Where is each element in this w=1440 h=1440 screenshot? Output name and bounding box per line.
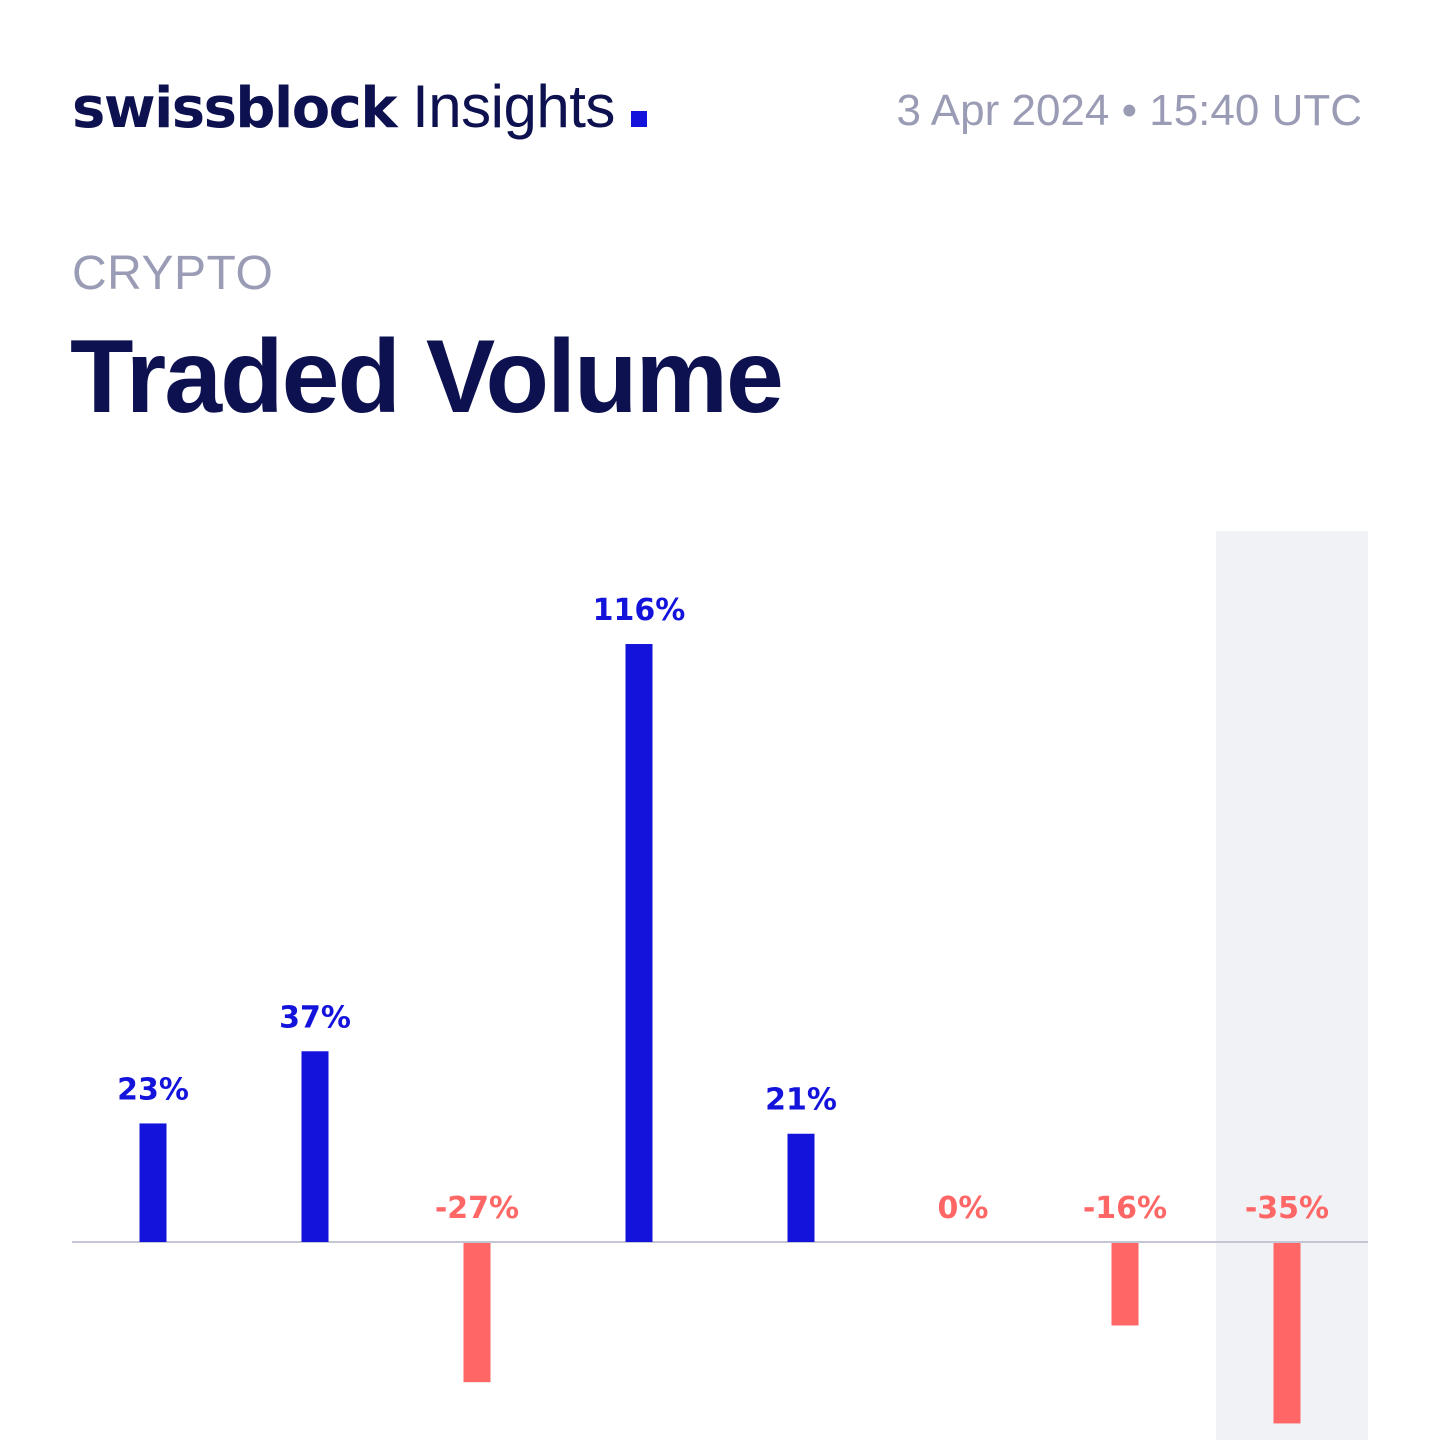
brand-name: swissblock xyxy=(72,76,398,141)
timestamp: 3 Apr 2024 • 15:40 UTC xyxy=(896,86,1362,135)
brand-logo: swissblock Insights xyxy=(72,72,647,142)
data-label-2: -27% xyxy=(435,1191,519,1226)
chart-title: Traded Volume xyxy=(70,319,784,435)
brand-sub: Insights xyxy=(412,73,615,140)
data-label-1: 37% xyxy=(279,1000,351,1035)
bar-2 xyxy=(463,1243,491,1383)
bar-6 xyxy=(1111,1243,1139,1326)
data-label-6: -16% xyxy=(1083,1191,1167,1226)
bar-0 xyxy=(139,1123,167,1242)
data-label-7: -35% xyxy=(1245,1191,1329,1226)
data-label-3: 116% xyxy=(593,593,686,628)
brand-dot-icon xyxy=(630,111,647,127)
bar-1 xyxy=(301,1051,329,1242)
bar-4 xyxy=(787,1133,815,1242)
data-label-0: 23% xyxy=(117,1072,189,1107)
bar-3 xyxy=(625,644,653,1242)
bar-7 xyxy=(1273,1243,1301,1424)
category-label: CRYPTO xyxy=(72,247,274,300)
data-label-5: 0% xyxy=(938,1191,989,1226)
data-label-4: 21% xyxy=(765,1083,837,1118)
